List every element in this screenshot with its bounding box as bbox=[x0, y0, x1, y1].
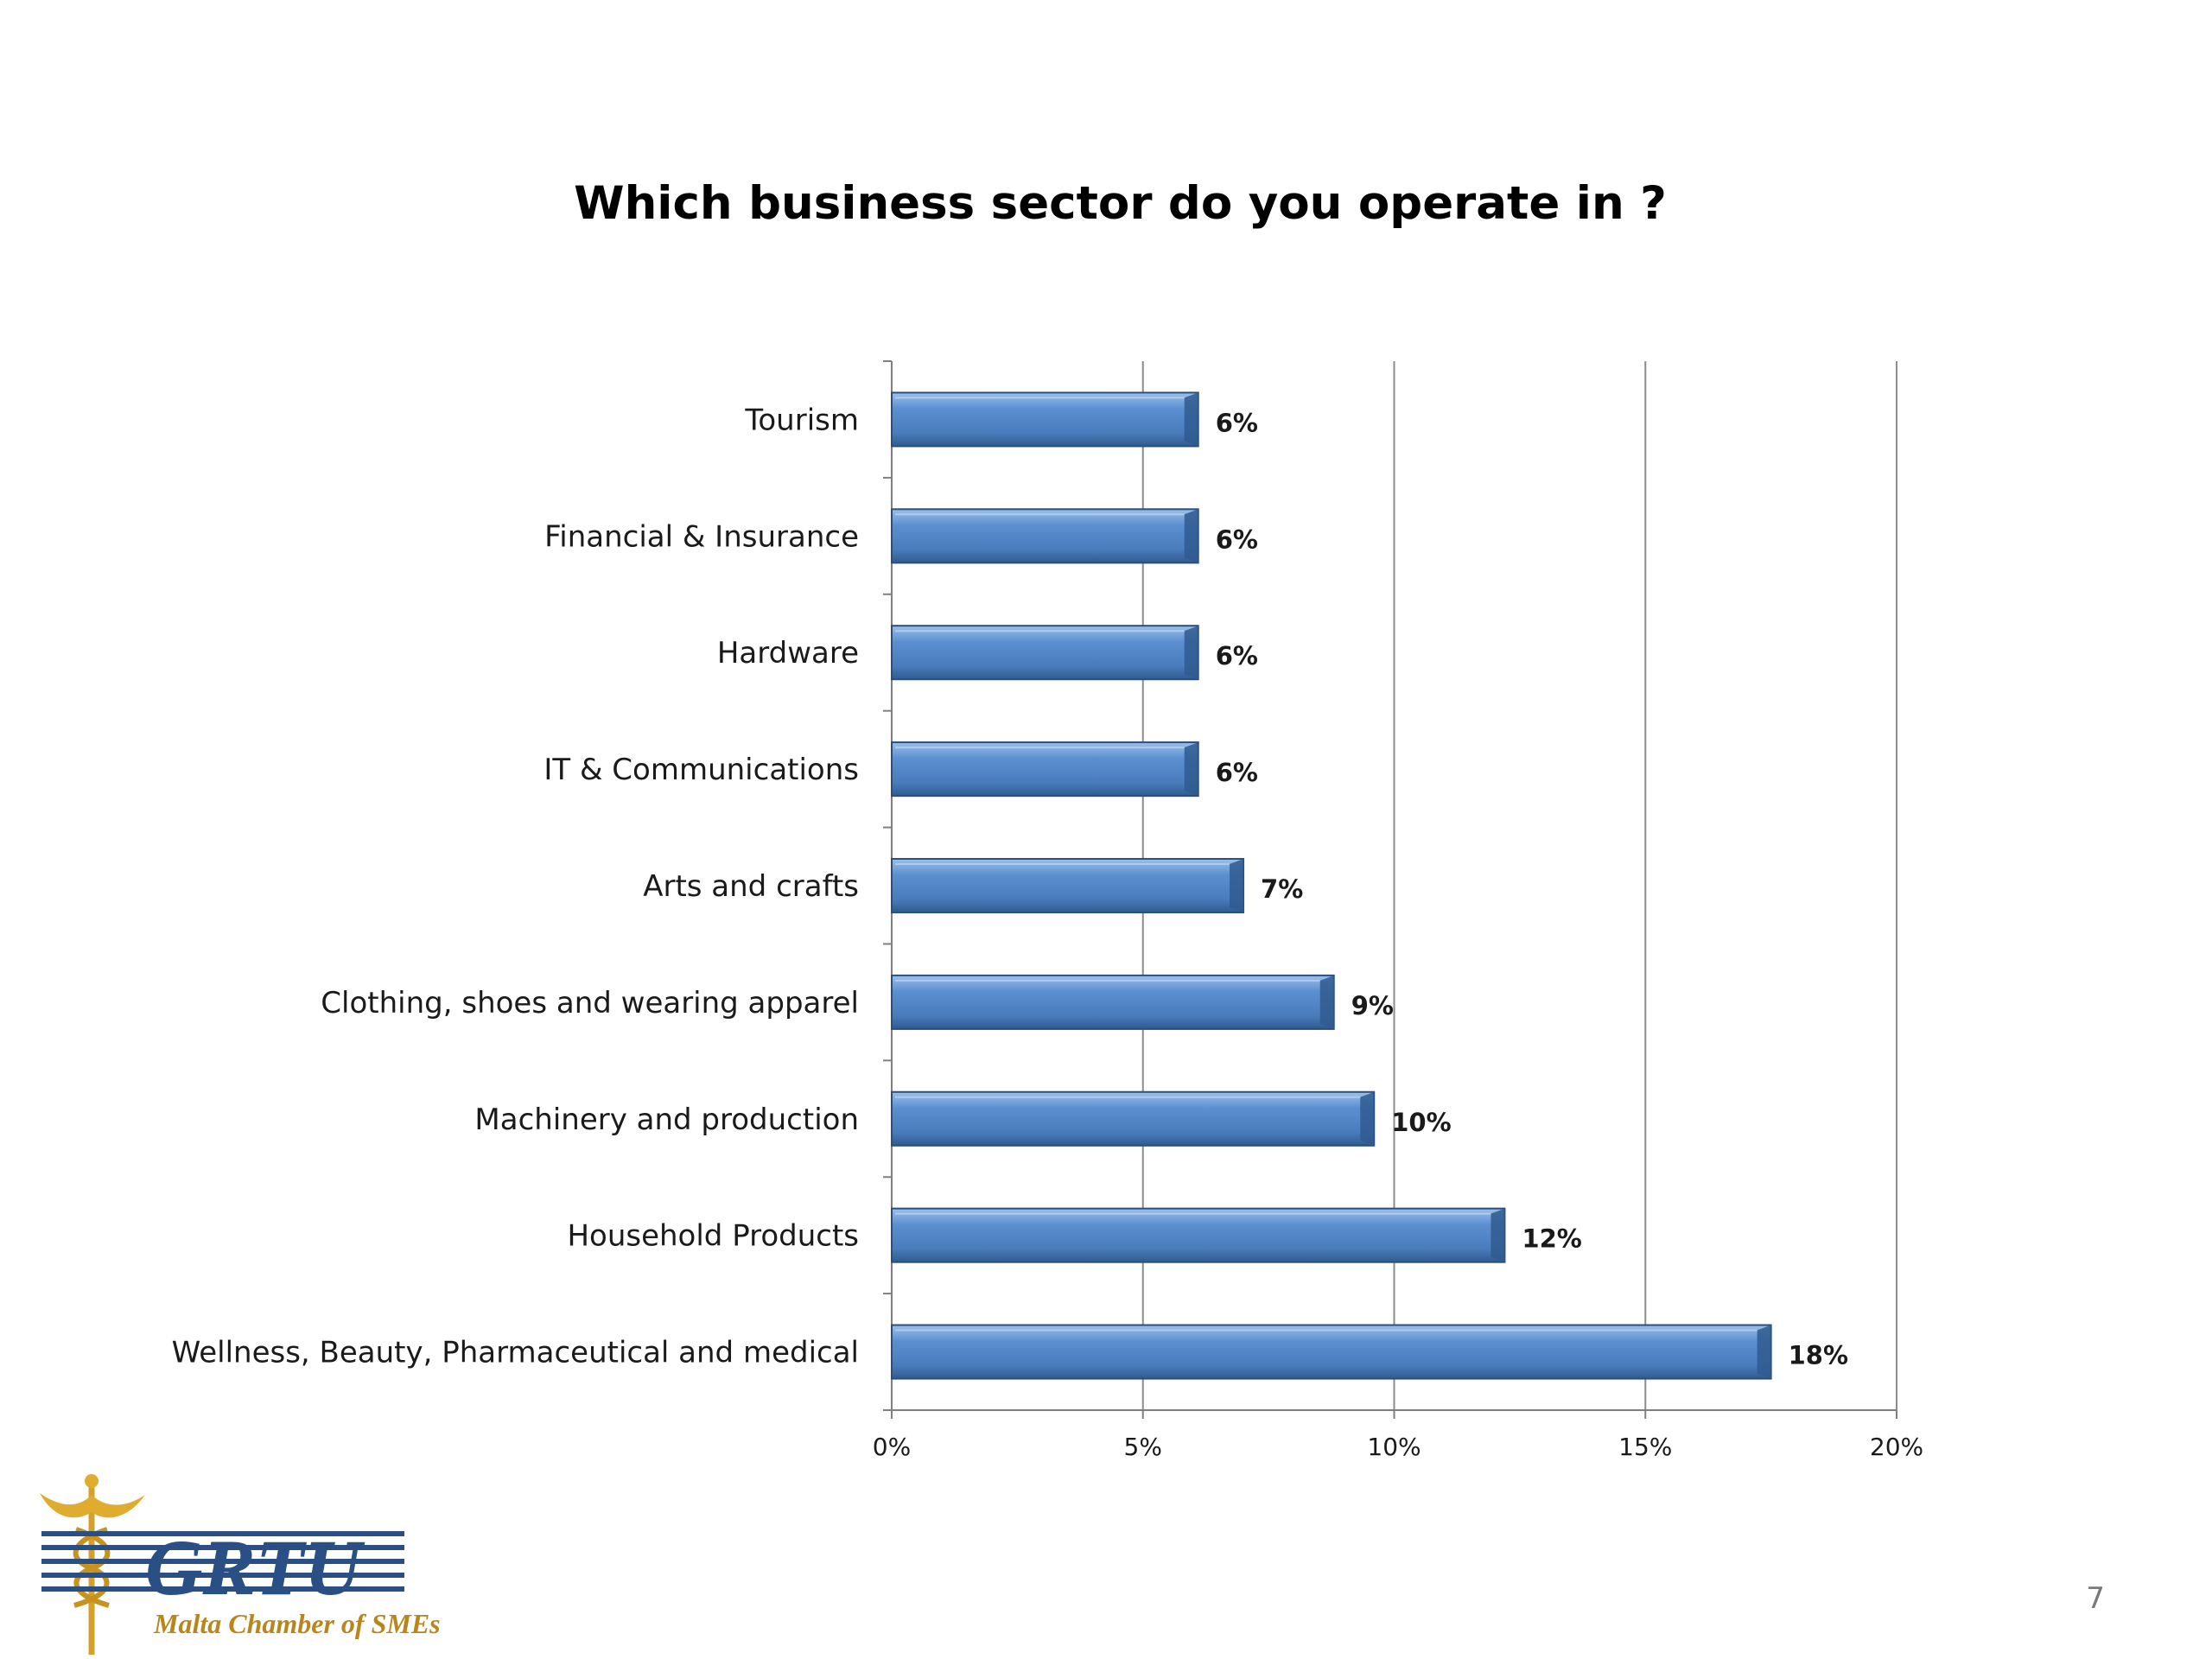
data-label: 6% bbox=[1216, 641, 1258, 671]
category-label: Household Products bbox=[567, 1219, 859, 1254]
data-label: 6% bbox=[1216, 524, 1258, 554]
page-number: 7 bbox=[2086, 1581, 2105, 1616]
category-label: Tourism bbox=[744, 403, 859, 437]
category-label: Hardware bbox=[717, 636, 859, 671]
category-label: Clothing, shoes and wearing apparel bbox=[321, 986, 859, 1020]
bar bbox=[891, 1324, 1772, 1380]
bars bbox=[891, 391, 1772, 1380]
data-label: 10% bbox=[1391, 1108, 1451, 1137]
x-tick-label: 20% bbox=[1870, 1433, 1923, 1461]
bar bbox=[891, 625, 1199, 681]
x-tick-label: 15% bbox=[1618, 1433, 1672, 1461]
labels: 0% 5% 10% 15% 20% Tourism 6% Financial & Insura… bbox=[172, 403, 1924, 1461]
x-tick-label: 10% bbox=[1367, 1433, 1421, 1461]
caduceus-icon bbox=[40, 1474, 145, 1655]
grtu-logo: GRTU Malta Chamber of SMEs bbox=[40, 1474, 441, 1655]
bar bbox=[891, 508, 1199, 564]
x-tick-label: 5% bbox=[1124, 1433, 1162, 1461]
data-label: 7% bbox=[1261, 874, 1303, 904]
bar bbox=[891, 1090, 1376, 1147]
x-tick-label: 0% bbox=[873, 1433, 911, 1461]
category-label: Arts and crafts bbox=[643, 869, 859, 904]
logo-tagline: Malta Chamber of SMEs bbox=[153, 1608, 441, 1639]
category-label: Machinery and production bbox=[474, 1103, 859, 1137]
bar bbox=[891, 391, 1199, 448]
logo-wordmark: GRTU bbox=[145, 1523, 365, 1611]
category-label: Financial & Insurance bbox=[544, 519, 859, 554]
bar bbox=[891, 741, 1199, 798]
data-label: 9% bbox=[1351, 991, 1394, 1020]
bar bbox=[891, 1207, 1506, 1263]
data-label: 12% bbox=[1522, 1224, 1581, 1254]
bar bbox=[891, 857, 1245, 914]
chart-title: Which business sector do you operate in … bbox=[574, 177, 1667, 230]
category-label: IT & Communications bbox=[543, 753, 859, 787]
bar bbox=[891, 974, 1335, 1030]
data-label: 6% bbox=[1216, 408, 1258, 437]
category-label: Wellness, Beauty, Pharmaceutical and med… bbox=[172, 1336, 859, 1370]
data-label: 6% bbox=[1216, 758, 1258, 787]
logo-stripes bbox=[41, 1531, 404, 1592]
data-label: 18% bbox=[1789, 1341, 1848, 1370]
